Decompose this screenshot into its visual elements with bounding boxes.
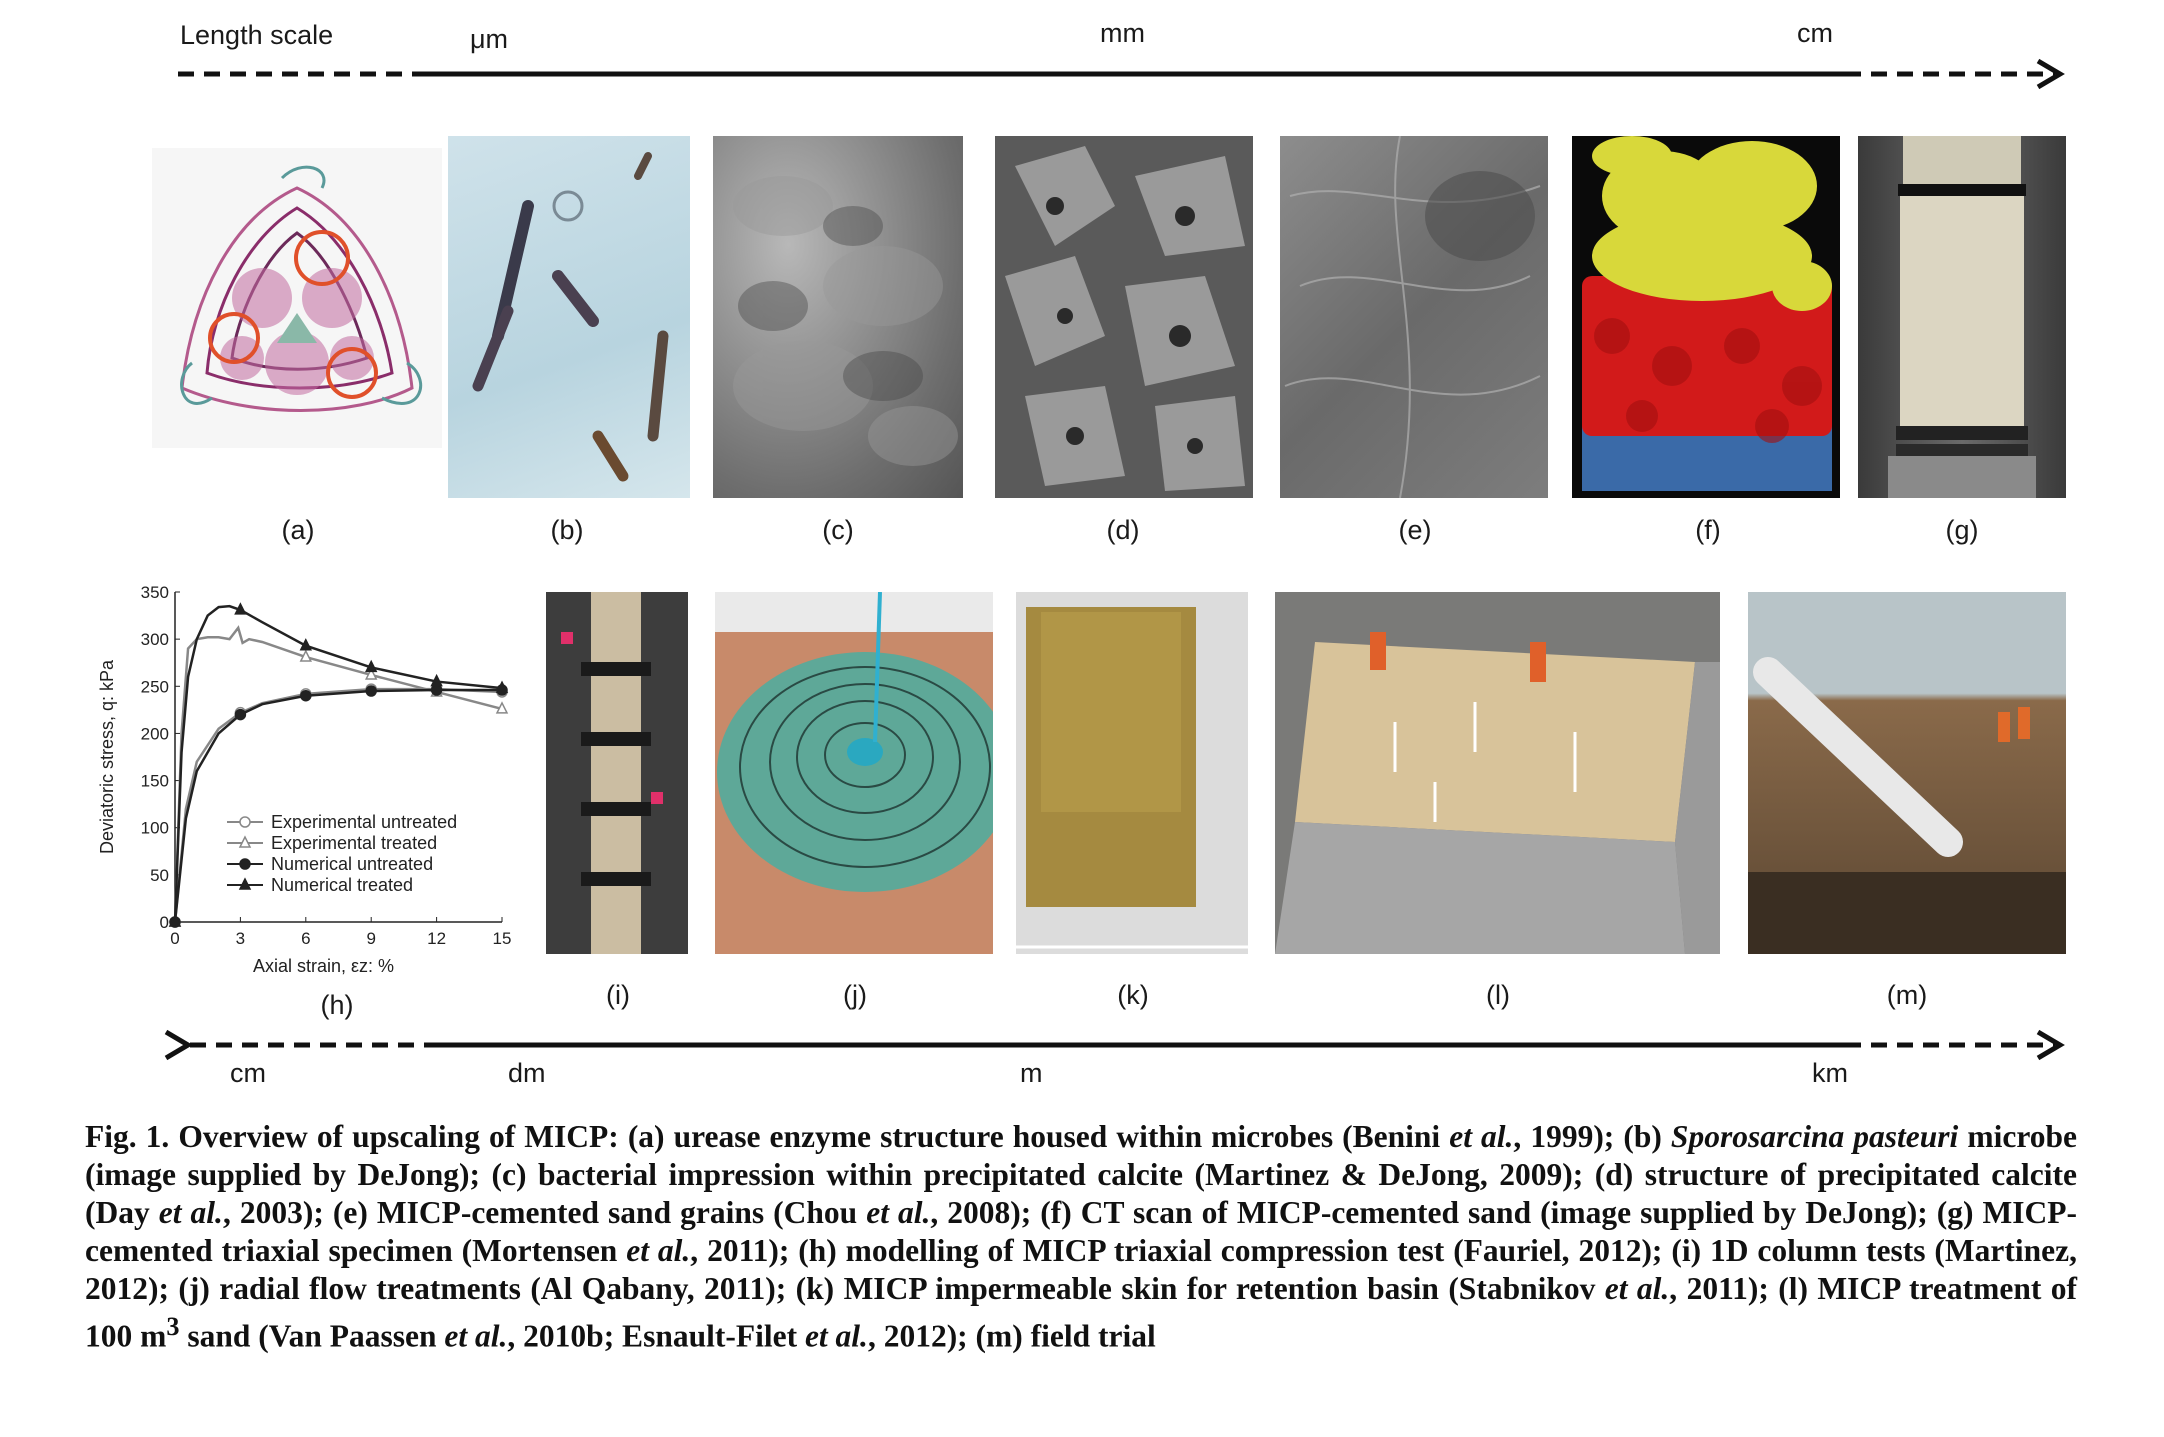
caption-italic: et al. [1449, 1119, 1514, 1154]
y-tick-label: 350 [141, 583, 169, 602]
caption-text: , 2003); (e) MICP-cemented sand grains (… [222, 1195, 867, 1230]
caption-italic: et al. [866, 1195, 931, 1230]
panel-label-d: (d) [1106, 515, 1140, 545]
stress-strain-chart: 0 50 100 150 200 250 300 350 0 3 6 9 12 15 Axial strai… [97, 583, 512, 976]
caption-italic: et al. [444, 1318, 508, 1354]
series-point-2 [430, 684, 443, 696]
caption-text: sand (Van Paassen [179, 1318, 445, 1354]
series-point-3 [234, 602, 247, 615]
figure-caption: Fig. 1. Overview of upscaling of MICP: (… [85, 1118, 2077, 1356]
series-point-1 [495, 701, 509, 714]
series-point-2 [365, 685, 377, 697]
series-point-1 [364, 667, 378, 680]
legend-label: Experimental untreated [271, 812, 457, 832]
panel-label-f: (f) [1695, 515, 1721, 545]
legend-label: Experimental treated [271, 833, 437, 853]
scale-label-um: μm [470, 24, 509, 54]
panel-label-g: (g) [1945, 515, 1979, 545]
caption-italic: et al. [158, 1195, 223, 1230]
y-tick-label: 250 [141, 677, 169, 696]
length-scale-title: Length scale [180, 20, 334, 50]
x-tick-label: 12 [427, 929, 446, 948]
legend-label: Numerical treated [271, 875, 413, 895]
legend-label: Numerical untreated [271, 854, 433, 874]
panel-label-i: (i) [606, 980, 630, 1010]
series-point-1 [299, 649, 313, 662]
scale-label-cm-bottom: cm [230, 1058, 266, 1088]
legend-marker [238, 877, 252, 890]
series-point-2 [300, 689, 312, 702]
panel-label-c: (c) [822, 515, 854, 545]
y-tick-label: 200 [141, 724, 169, 743]
series-point-2 [234, 708, 247, 721]
triaxial-specimen-image [1858, 136, 2066, 498]
panel-label-k: (k) [1117, 980, 1149, 1010]
series-line-0 [173, 687, 503, 923]
radial-flow-image [715, 592, 993, 954]
caption-text: , 2008); (f) CT scan of MICP-cemented sa… [85, 1195, 2078, 1268]
panel-label-e: (e) [1398, 515, 1432, 545]
y-tick-label: 150 [141, 772, 169, 791]
y-tick-label: 300 [141, 630, 169, 649]
series-point-3 [430, 673, 443, 687]
series-line-1 [173, 625, 503, 923]
sem-cemented-sand-image [1280, 136, 1548, 498]
y-tick-label: 50 [150, 866, 169, 885]
caption-text: , 2011); (l) MICP treatment of 100 m [85, 1271, 2077, 1354]
caption-italic: et al. [1604, 1271, 1670, 1306]
caption-text: microbe (image supplied by DeJong); (c) … [85, 1119, 2077, 1230]
caption-text: , 2010b; Esnault-Filet [507, 1318, 805, 1354]
x-axis-label: Axial strain, εz: % [253, 956, 394, 976]
caption-text: , 2011); (h) modelling of MICP triaxial … [85, 1233, 2077, 1306]
bottom-scale-arrow [164, 1029, 2065, 1061]
tank-treatment-image [1275, 592, 1720, 954]
y-tick-label: 0 [160, 913, 169, 932]
column-tests-image [546, 592, 688, 954]
legend-marker [239, 816, 251, 828]
scale-label-km: km [1812, 1058, 1848, 1088]
ct-scan-image [1572, 136, 1840, 498]
series-point-3 [299, 638, 313, 651]
scale-label-mm: mm [1100, 18, 1145, 48]
panel-label-b: (b) [550, 515, 584, 545]
series-point-3 [168, 914, 182, 927]
top-scale-arrow [178, 58, 2065, 90]
panel-label-j: (j) [843, 980, 867, 1010]
scale-label-dm: dm [508, 1058, 546, 1088]
legend-marker [238, 835, 252, 848]
scale-label-cm: cm [1797, 18, 1833, 48]
caption-italic: et al. [626, 1233, 691, 1268]
caption-text: , 2012); (m) field trial [867, 1318, 1156, 1354]
x-tick-label: 9 [366, 929, 375, 948]
x-tick-label: 3 [236, 929, 245, 948]
caption-text: Fig. 1. Overview of upscaling of MICP: (… [85, 1119, 1450, 1154]
caption-superscript: 3 [166, 1312, 180, 1341]
urease-enzyme-image [152, 148, 442, 448]
panel-label-m: (m) [1886, 980, 1928, 1010]
caption-text: , 1999); (b) [1513, 1119, 1671, 1154]
x-tick-label: 15 [493, 929, 512, 948]
microbe-image [448, 136, 690, 498]
scale-label-m: m [1020, 1058, 1043, 1088]
series-point-3 [495, 680, 509, 693]
y-axis-label: Deviatoric stress, q: kPa [97, 659, 117, 854]
sem-bacterial-impression-image [713, 136, 963, 498]
panel-label-h: (h) [320, 990, 354, 1020]
series-line-2 [173, 688, 502, 923]
sem-calcite-structure-image [995, 136, 1253, 498]
field-trial-image [1748, 592, 2066, 954]
y-tick-label: 100 [141, 819, 169, 838]
caption-species: Sporosarcina pasteuri [1670, 1119, 1959, 1154]
series-point-3 [364, 659, 378, 673]
panel-label-l: (l) [1486, 980, 1510, 1010]
legend-marker [239, 858, 251, 870]
caption-italic: et al. [804, 1318, 868, 1354]
x-tick-label: 6 [301, 929, 310, 948]
panel-label-a: (a) [281, 515, 315, 545]
impermeable-skin-image [1016, 592, 1248, 954]
x-tick-label: 0 [170, 929, 179, 948]
